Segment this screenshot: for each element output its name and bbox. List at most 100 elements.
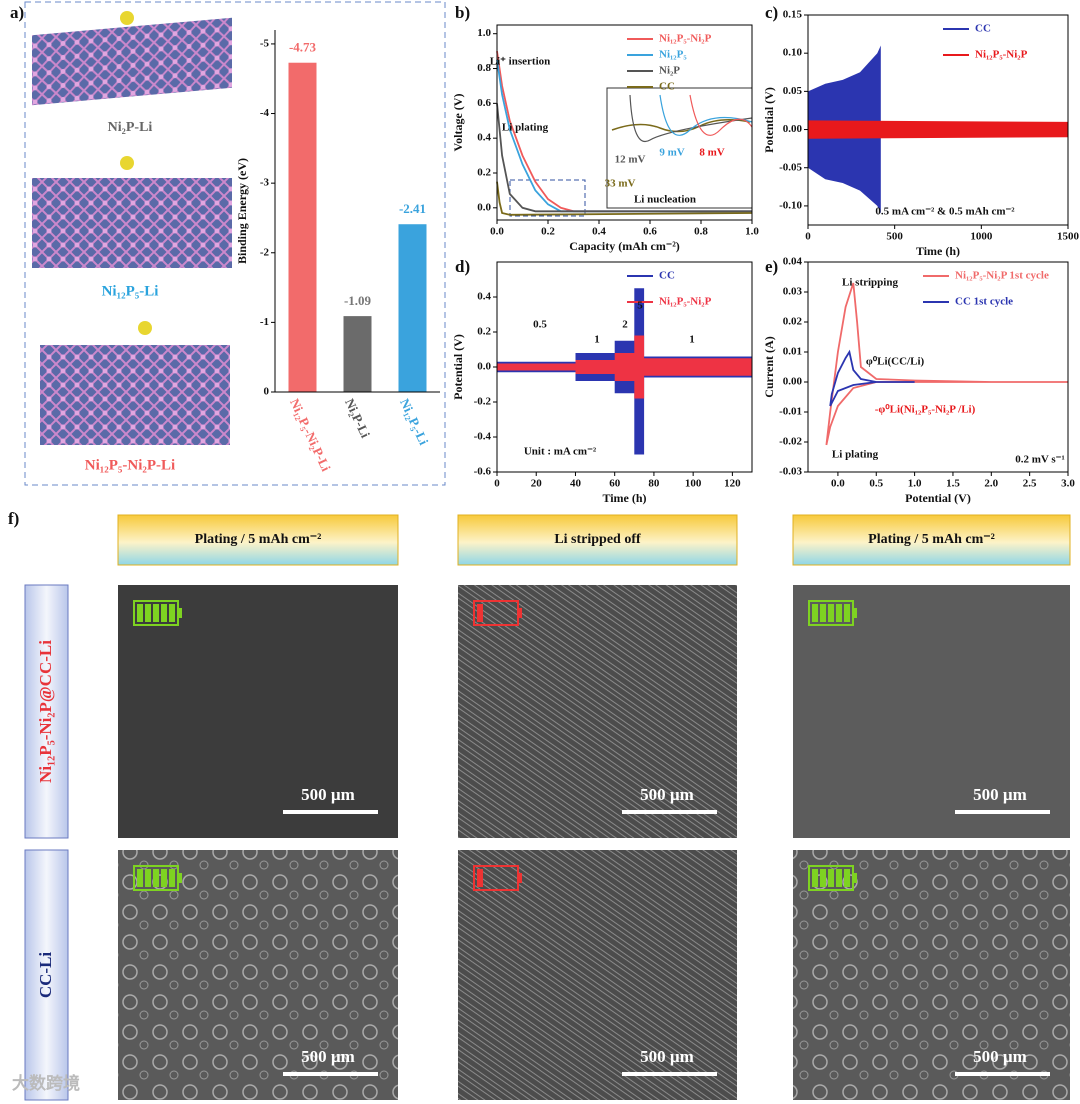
battery-cell <box>137 869 143 887</box>
structure <box>32 17 232 106</box>
y-tick-label: 0.04 <box>783 256 803 268</box>
y-tick-label: -5 <box>260 37 270 49</box>
scale-bar-label: 500 µm <box>301 1047 355 1066</box>
scale-bar <box>283 1072 378 1076</box>
plot-frame <box>496 261 753 473</box>
y-tick-label: -0.10 <box>779 199 802 211</box>
bar <box>398 224 427 392</box>
line <box>496 103 752 213</box>
y-tick-label: 0.6 <box>477 97 491 109</box>
annotation: 0.2 mV s⁻¹ <box>1015 454 1065 466</box>
line <box>825 282 1068 446</box>
panel-frame <box>24 1 446 486</box>
y-tick-label: -0.4 <box>474 431 492 443</box>
y-tick-label: 0.05 <box>783 85 803 97</box>
x-tick-label: 40 <box>570 478 582 490</box>
battery-cell <box>812 869 818 887</box>
sem-image <box>458 585 737 838</box>
y-tick-label: 0.0 <box>477 361 491 373</box>
plot-frame <box>807 14 1069 226</box>
battery-cell <box>836 604 842 622</box>
scale-bar <box>622 1072 717 1076</box>
x-tick-label: 1000 <box>970 231 993 243</box>
battery-cell <box>153 869 159 887</box>
panel-label: c) <box>765 3 778 22</box>
y-tick-label: -0.05 <box>779 161 802 173</box>
battery-cell <box>169 869 175 887</box>
annotation: Li plating <box>832 449 879 461</box>
x-tick-label: 120 <box>724 478 741 490</box>
annotation: 1 <box>689 334 695 346</box>
x-tick-label: Ni₂P-Li <box>342 396 373 440</box>
scale-bar <box>622 810 717 814</box>
line <box>829 349 915 407</box>
inset-curve <box>659 94 753 136</box>
sem-image <box>793 850 1070 1100</box>
scale-bar <box>283 810 378 814</box>
header-box <box>457 514 738 566</box>
annotation: 1 <box>594 334 600 346</box>
header: Plating / 5 mAh cm⁻² <box>195 532 322 547</box>
inset-curve <box>629 94 753 143</box>
y-axis-label: Current (A) <box>762 336 776 397</box>
row-label: CC-Li <box>36 952 55 999</box>
structure <box>32 178 232 268</box>
legend-label: Ni₂P <box>659 65 680 77</box>
x-axis-label: Potential (V) <box>905 491 971 505</box>
legend-label: Ni₁₂P₅-Ni₂P <box>975 49 1028 61</box>
legend-label: Ni₁₂P₅ <box>659 49 687 61</box>
y-tick-label: -0.02 <box>779 436 802 448</box>
x-tick-label: 0.8 <box>694 226 708 238</box>
axis <box>274 30 440 393</box>
structure <box>40 345 230 445</box>
annotation: 2 <box>622 319 628 331</box>
x-tick-label: 3.0 <box>1061 478 1075 490</box>
structure-label: Ni₁₂P₅-Ni₂P-Li <box>85 457 175 473</box>
x-tick-label: 1.5 <box>946 478 960 490</box>
y-tick-label: 0.4 <box>477 132 491 144</box>
y-tick-label: 0.01 <box>783 346 802 358</box>
x-tick-label: 0 <box>805 231 811 243</box>
bar <box>343 316 372 392</box>
legend-label: Ni₁₂P₅-Ni₂P <box>659 33 712 45</box>
y-tick-label: 0.03 <box>783 286 803 298</box>
battery-cell <box>836 869 842 887</box>
y-tick-label: -0.03 <box>779 466 802 478</box>
annotation: 33 mV <box>605 178 636 190</box>
y-tick-label: -2 <box>260 246 270 258</box>
y-axis-label: Potential (V) <box>762 87 776 153</box>
annotation: 9 mV <box>659 147 684 159</box>
x-tick-label: 2.0 <box>984 478 998 490</box>
panel-label: a) <box>10 3 24 22</box>
legend-label: CC <box>975 23 991 35</box>
band <box>808 120 1068 139</box>
sem-grid: Plating / 5 mAh cm⁻² Li stripped off Plati… <box>24 514 1071 1101</box>
sem-image <box>458 850 737 1100</box>
y-tick-label: -0.01 <box>779 406 802 418</box>
value-label: -4.73 <box>289 40 317 55</box>
sem-image <box>793 585 1070 838</box>
structure-label: Ni₂P-Li <box>108 120 153 135</box>
li-atom <box>120 11 134 25</box>
x-tick-label: 0.4 <box>592 226 606 238</box>
annotation: Li nucleation <box>634 194 696 206</box>
y-tick-label: 0.8 <box>477 62 491 74</box>
x-axis-label: Time (h) <box>602 491 646 505</box>
legend-label: Ni₁₂P₅-Ni₂P <box>659 296 712 308</box>
scale-bar-label: 500 µm <box>640 1047 694 1066</box>
battery-cell <box>828 869 834 887</box>
inset-curve <box>611 119 751 133</box>
battery-cell <box>477 869 483 887</box>
panel-label: d) <box>455 257 470 276</box>
battery-cell <box>169 604 175 622</box>
x-tick-label: 80 <box>648 478 660 490</box>
annotation: -φ⁰Li(Ni₁₂P₅-Ni₂P /Li) <box>875 404 976 416</box>
y-tick-label: 0.00 <box>783 123 803 135</box>
annotation: 0.5 <box>533 319 547 331</box>
annotation: 5 <box>637 300 643 312</box>
value-label: -2.41 <box>399 201 426 216</box>
battery-tip <box>178 873 182 883</box>
y-tick-label: -0.2 <box>474 396 492 408</box>
scale-bar-label: 500 µm <box>973 785 1027 804</box>
